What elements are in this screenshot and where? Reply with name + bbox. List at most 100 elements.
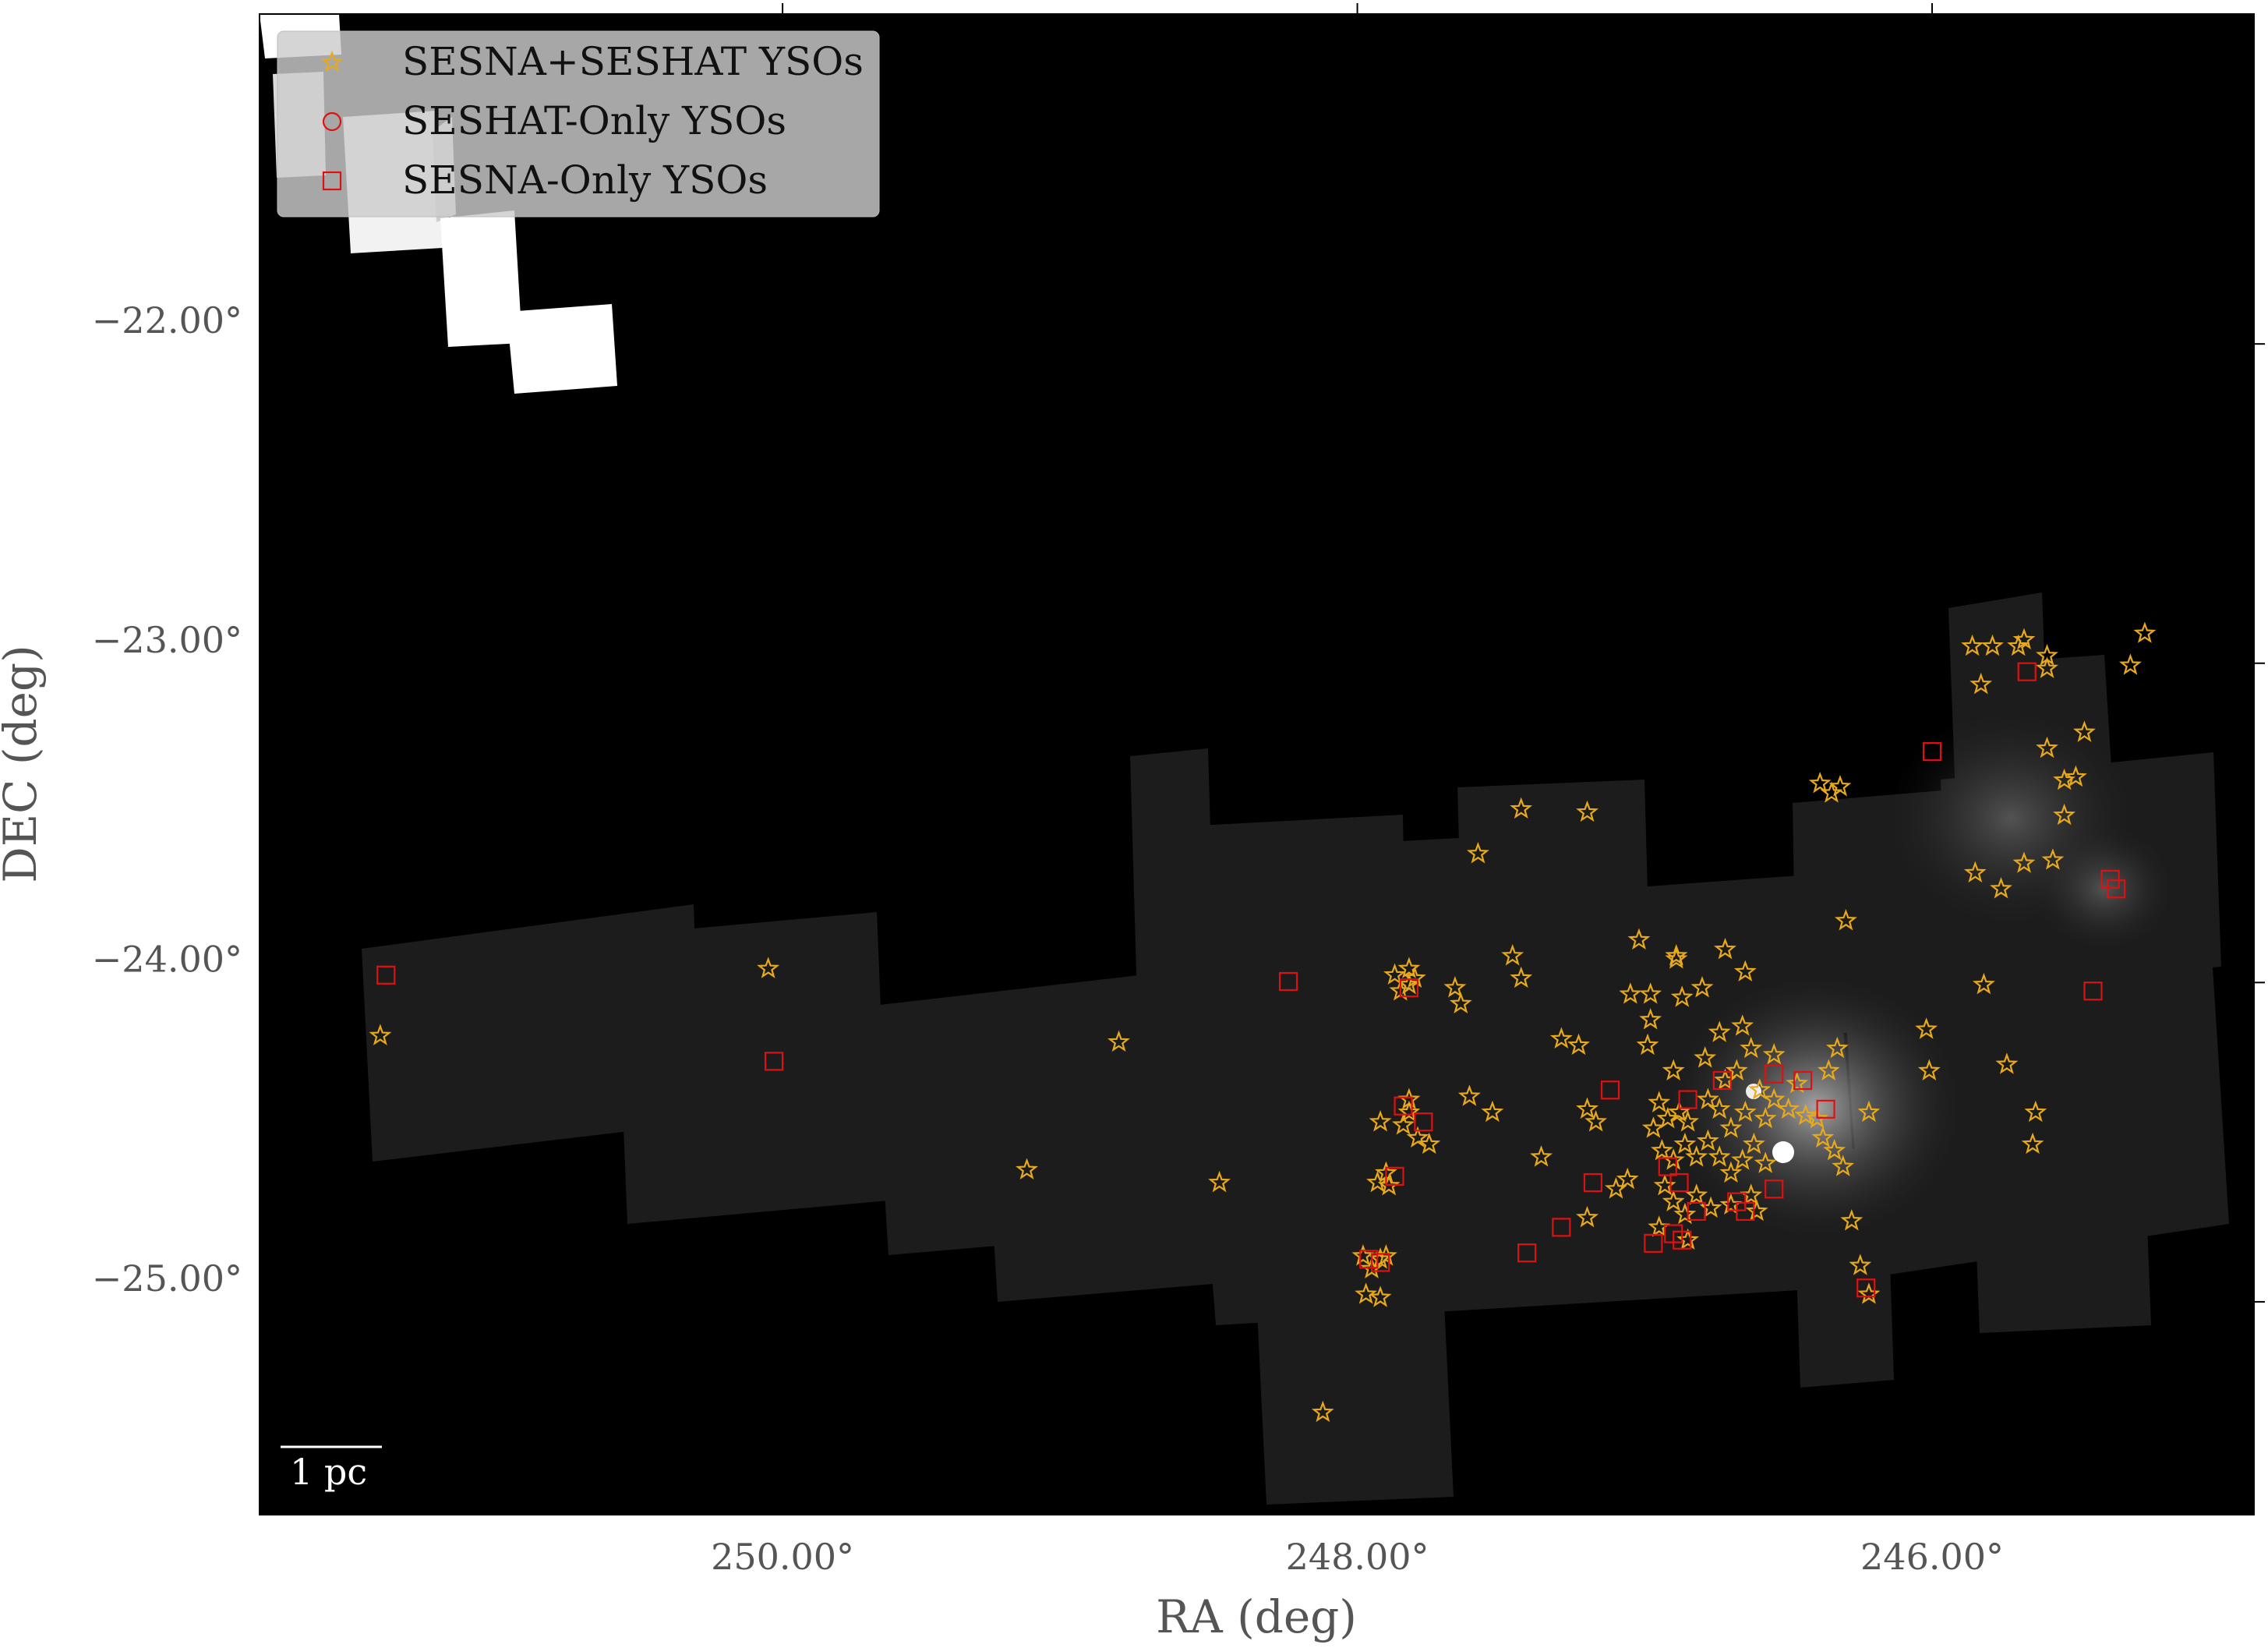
yso-star-point (1650, 1138, 1673, 1161)
yso-star-point (2036, 736, 2058, 759)
yso-star-point (1676, 1109, 1699, 1132)
yso-star-point (1466, 842, 1489, 864)
yso-star-point (1510, 797, 1533, 819)
yso-star-point (1762, 1043, 1786, 1065)
legend-label-sesna-only: SESNA-Only YSOs (402, 157, 768, 203)
y-tick-label: −22.00° (92, 299, 242, 341)
yso-square-point (1359, 1250, 1379, 1269)
scale-bar-label: 1 pc (290, 1451, 367, 1493)
yso-star-point (1961, 634, 1984, 656)
yso-square-point (1856, 1278, 1876, 1298)
yso-square-point (2017, 662, 2037, 681)
nebula-glow (1668, 974, 1964, 1240)
yso-star-point (2053, 803, 2075, 826)
yso-star-point (1731, 1148, 1754, 1170)
yso-star-point (1719, 1116, 1743, 1138)
y-tick-label: −25.00° (92, 1257, 242, 1300)
yso-star-point (1641, 1116, 1665, 1138)
yso-star-point (1835, 909, 1857, 931)
yso-star-point (1016, 1158, 1038, 1179)
yso-star-point (1708, 1097, 1731, 1119)
yso-square-point (1583, 1172, 1603, 1193)
yso-star-point (1510, 966, 1533, 988)
yso-star-point (1481, 1100, 1504, 1123)
yso-star-point (1708, 1020, 1731, 1042)
yso-star-point (1670, 985, 1694, 1007)
yso-star-point (1351, 1244, 1375, 1266)
yso-star-point (1969, 672, 1993, 695)
yso-star-point (1699, 1196, 1722, 1218)
yso-square-point (1669, 1172, 1689, 1193)
yso-square-point (1385, 1166, 1404, 1186)
yso-star-point (2036, 656, 2058, 678)
yso-square-point (1736, 1201, 1755, 1222)
yso-star-point (1857, 1100, 1881, 1123)
legend-label-seshat-only: SESHAT-Only YSOs (402, 98, 786, 143)
yso-star-point (2007, 634, 2030, 656)
yso-star-point (1731, 1014, 1754, 1036)
yso-star-point (1397, 972, 1421, 995)
yso-star-point (1377, 1173, 1401, 1196)
yso-star-point (1745, 1199, 1768, 1222)
x-axis-label: RA (deg) (1156, 1590, 1357, 1643)
yso-star-point (1740, 1036, 1763, 1059)
yso-star-point (1457, 1084, 1481, 1106)
yso-star-point (1811, 1126, 1835, 1148)
yso-star-point (1817, 1059, 1840, 1080)
yso-star-point (1549, 1027, 1573, 1049)
yso-star-point (1995, 1052, 2019, 1074)
yso-star-point (1673, 1132, 1697, 1155)
legend-marker-square-icon (322, 171, 342, 191)
legend-marker-circle-icon (322, 111, 342, 132)
yso-star-point (2024, 1100, 2047, 1123)
yso-star-point (1832, 1155, 1855, 1176)
yso-star-point (1648, 1091, 1671, 1113)
yso-star-point (1823, 1138, 1846, 1161)
yso-star-point (1690, 976, 1714, 998)
yso-star-point (1733, 1100, 1757, 1123)
y-axis-label: DEC (deg) (0, 645, 47, 883)
yso-star-point (1639, 982, 1662, 1004)
yso-star-point (2072, 720, 2096, 742)
yso-square-point (1600, 1080, 1620, 1100)
yso-star-point (369, 1024, 392, 1045)
yso-star-point (1685, 1145, 1708, 1167)
yso-star-point (1383, 963, 1406, 985)
yso-star-point (1584, 1109, 1607, 1132)
yso-star-point (1777, 1097, 1800, 1119)
yso-square-point (1517, 1243, 1537, 1263)
yso-square-point (1370, 1253, 1390, 1272)
yso-star-point (1806, 1106, 1828, 1129)
yso-star-point (1449, 992, 1472, 1013)
yso-square-point (1793, 1070, 1813, 1091)
yso-star-point (1917, 1059, 1941, 1080)
yso-star-point (1616, 1167, 1639, 1190)
legend-marker-star-icon (320, 50, 344, 72)
yso-star-point (1576, 1097, 1599, 1119)
yso-square-point (1687, 1201, 1706, 1222)
yso-square-point (1399, 978, 1419, 998)
yso-star-point (1665, 947, 1688, 969)
yso-star-point (1794, 1103, 1818, 1126)
yso-star-point (1392, 1113, 1415, 1135)
yso-star-point (1742, 1132, 1765, 1155)
yso-star-point (1576, 1205, 1599, 1228)
yso-star-point (2118, 653, 2142, 675)
yso-star-point (1397, 957, 1421, 978)
yso-star-point (757, 957, 780, 978)
yso-star-point (1639, 1008, 1662, 1030)
yso-star-point (1990, 877, 2012, 899)
yso-star-point (1840, 1209, 1864, 1231)
yso-star-point (1355, 1282, 1377, 1304)
yso-square-point (1673, 1230, 1692, 1250)
yso-square-point (1678, 1090, 1697, 1109)
yso-square-point (1922, 742, 1942, 762)
yso-star-point (1360, 1257, 1383, 1278)
yso-star-point (1311, 1400, 1334, 1423)
yso-star-point (1668, 1100, 1690, 1123)
yso-star-point (1397, 1100, 1421, 1123)
yso-square-point (1414, 1112, 1433, 1132)
yso-star-point (1366, 1170, 1389, 1193)
bright-source (1772, 1141, 1794, 1163)
